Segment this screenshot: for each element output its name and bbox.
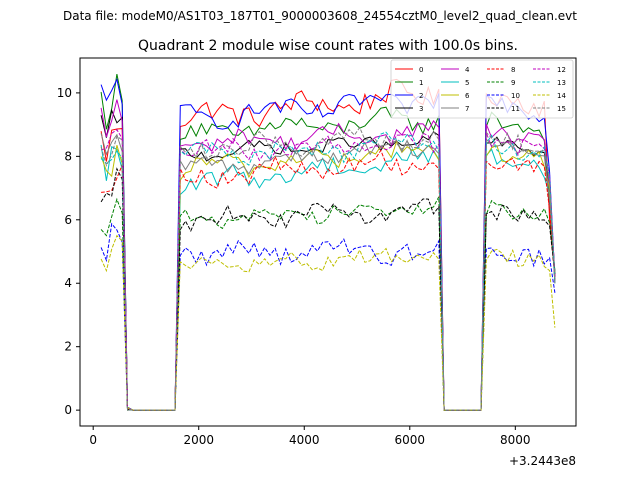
legend-label-6: 6 bbox=[465, 92, 470, 100]
y-tick-label: 4 bbox=[64, 276, 72, 290]
x-axis-ticks: 0 2000 4000 6000 8000 bbox=[89, 426, 531, 447]
series-line-9 bbox=[100, 196, 556, 411]
y-tick-label: 6 bbox=[64, 213, 72, 227]
legend-label-0: 0 bbox=[419, 66, 423, 74]
figure-suptitle: Data file: modeM0/AS1T03_187T01_90000036… bbox=[63, 9, 577, 23]
series-line-4 bbox=[100, 99, 556, 411]
y-tick-label: 8 bbox=[64, 149, 72, 163]
y-tick-label: 2 bbox=[64, 340, 72, 354]
legend-label-10: 10 bbox=[511, 92, 520, 100]
legend-label-8: 8 bbox=[511, 66, 515, 74]
legend-label-12: 12 bbox=[557, 66, 566, 74]
legend-label-13: 13 bbox=[557, 79, 566, 87]
legend-label-5: 5 bbox=[465, 79, 469, 87]
x-tick-label: 6000 bbox=[395, 433, 426, 447]
legend-label-15: 15 bbox=[557, 105, 566, 113]
series-line-6 bbox=[100, 140, 556, 411]
y-tick-label: 10 bbox=[57, 86, 72, 100]
plot-frame bbox=[79, 57, 577, 427]
series-line-7 bbox=[100, 133, 556, 411]
legend-label-4: 4 bbox=[465, 66, 470, 74]
series-lines bbox=[100, 74, 556, 411]
legend-label-14: 14 bbox=[557, 92, 566, 100]
legend-label-11: 11 bbox=[511, 105, 520, 113]
chart-title: Quadrant 2 module wise count rates with … bbox=[138, 38, 518, 54]
series-line-11 bbox=[100, 167, 556, 411]
series-line-2 bbox=[100, 77, 556, 411]
series-line-5 bbox=[100, 144, 556, 411]
series-line-13 bbox=[100, 131, 556, 411]
x-tick-label: 2000 bbox=[183, 433, 214, 447]
legend-label-9: 9 bbox=[511, 79, 515, 87]
y-tick-label: 0 bbox=[64, 403, 72, 417]
x-axis-offset-label: +3.2443e8 bbox=[509, 454, 576, 468]
series-line-8 bbox=[101, 149, 556, 411]
x-tick-label: 4000 bbox=[289, 433, 320, 447]
legend-label-2: 2 bbox=[419, 92, 423, 100]
y-axis-ticks: 0 2 4 6 8 10 bbox=[57, 86, 80, 417]
x-tick-label: 0 bbox=[89, 433, 97, 447]
series-line-14 bbox=[100, 234, 556, 411]
legend-label-7: 7 bbox=[465, 105, 469, 113]
series-line-10 bbox=[100, 222, 556, 411]
legend-label-1: 1 bbox=[419, 79, 423, 87]
series-line-15 bbox=[100, 126, 556, 411]
legend-box bbox=[390, 59, 574, 119]
legend-label-3: 3 bbox=[419, 105, 423, 113]
series-line-0 bbox=[100, 78, 556, 411]
x-tick-label: 8000 bbox=[500, 433, 531, 447]
